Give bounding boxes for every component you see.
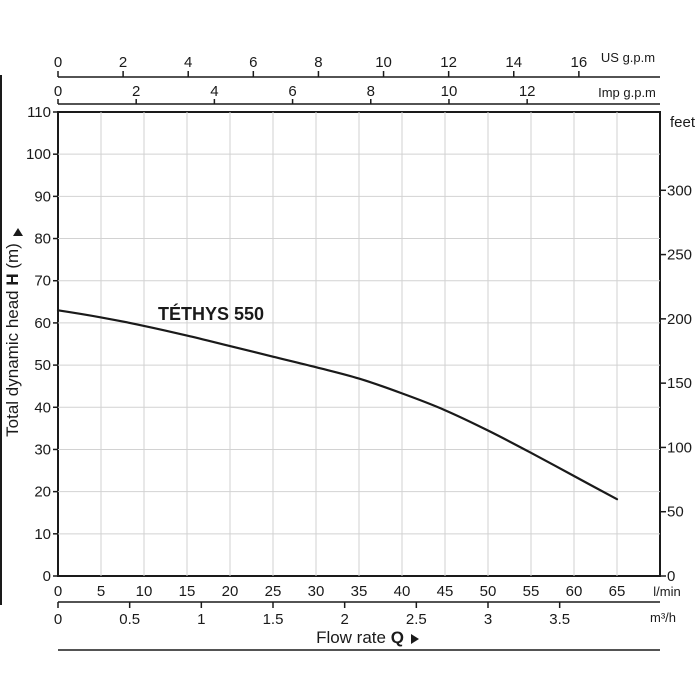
x-tick-label: 40 [394, 583, 411, 600]
us-gpm-tick-label: 4 [184, 54, 192, 71]
y-tick-label: 10 [34, 526, 51, 543]
us-gpm-unit-label: US g.p.m [601, 50, 655, 65]
y-tick-label: 60 [34, 315, 51, 332]
m3h-tick-label: 2.5 [406, 611, 427, 628]
imp-gpm-unit-label: Imp g.p.m [598, 85, 656, 100]
m3h-tick-label: 0 [54, 611, 62, 628]
x-tick-label: 25 [265, 583, 282, 600]
x-unit-label: l/min [653, 584, 680, 599]
imp-gpm-tick-label: 6 [288, 83, 296, 100]
m3h-tick-label: 2 [340, 611, 348, 628]
y-tick-label: 80 [34, 231, 51, 248]
y-tick-label: 70 [34, 273, 51, 290]
x-tick-label: 45 [437, 583, 454, 600]
m3h-tick-label: 0.5 [119, 611, 140, 628]
imp-gpm-tick-label: 12 [519, 83, 536, 100]
x-tick-label: 50 [480, 583, 497, 600]
series-line-tethys-550 [56, 309, 619, 501]
us-gpm-tick-label: 0 [54, 54, 62, 71]
feet-tick-label: 150 [667, 375, 692, 392]
x-tick-label: 35 [351, 583, 368, 600]
imp-gpm-tick-label: 10 [441, 83, 458, 100]
y-tick-label: 20 [34, 484, 51, 501]
y-tick-label: 50 [34, 357, 51, 374]
m3h-tick-label: 1.5 [263, 611, 284, 628]
curve-label: TÉTHYS 550 [158, 303, 264, 324]
x-tick-label: 5 [97, 583, 105, 600]
m3h-tick-label: 1 [197, 611, 205, 628]
x-tick-label: 0 [54, 583, 62, 600]
m3h-tick-label: 3 [484, 611, 492, 628]
imp-gpm-tick-label: 2 [132, 83, 140, 100]
imp-gpm-tick-label: 4 [210, 83, 218, 100]
x-tick-label: 15 [179, 583, 196, 600]
us-gpm-tick-label: 10 [375, 54, 392, 71]
y-axis-arrow-icon [13, 228, 23, 236]
x-axis-arrow-icon [411, 634, 419, 644]
us-gpm-tick-label: 6 [249, 54, 257, 71]
y-tick-label: 90 [34, 188, 51, 205]
feet-tick-label: 300 [667, 182, 692, 199]
y-axis-title: Total dynamic head H (m) [3, 243, 22, 437]
grid [58, 112, 660, 576]
x-tick-label: 55 [523, 583, 540, 600]
y-tick-label: 110 [27, 104, 51, 121]
imp-gpm-tick-label: 0 [54, 83, 62, 100]
feet-tick-label: 250 [667, 247, 692, 264]
x-tick-label: 65 [609, 583, 626, 600]
us-gpm-tick-label: 16 [571, 54, 588, 71]
feet-tick-label: 0 [667, 568, 675, 585]
x-tick-label: 20 [222, 583, 239, 600]
us-gpm-tick-label: 8 [314, 54, 322, 71]
imp-gpm-tick-label: 8 [367, 83, 375, 100]
y-tick-label: 100 [26, 146, 51, 163]
feet-tick-label: 100 [667, 439, 692, 456]
us-gpm-tick-label: 12 [440, 54, 457, 71]
y-tick-label: 0 [43, 568, 51, 585]
x-tick-label: 60 [566, 583, 583, 600]
y-tick-label: 40 [34, 399, 51, 416]
x-tick-label: 30 [308, 583, 325, 600]
us-gpm-tick-label: 14 [505, 54, 522, 71]
feet-tick-label: 50 [667, 504, 684, 521]
feet-unit-label: feet [670, 114, 696, 131]
us-gpm-tick-label: 2 [119, 54, 127, 71]
m3h-tick-label: 3.5 [549, 611, 570, 628]
feet-tick-label: 200 [667, 311, 692, 328]
m3h-unit-label: m³/h [650, 610, 676, 625]
y-tick-label: 30 [34, 441, 51, 458]
x-axis-title: Flow rate Q [316, 628, 404, 647]
x-tick-label: 10 [136, 583, 153, 600]
